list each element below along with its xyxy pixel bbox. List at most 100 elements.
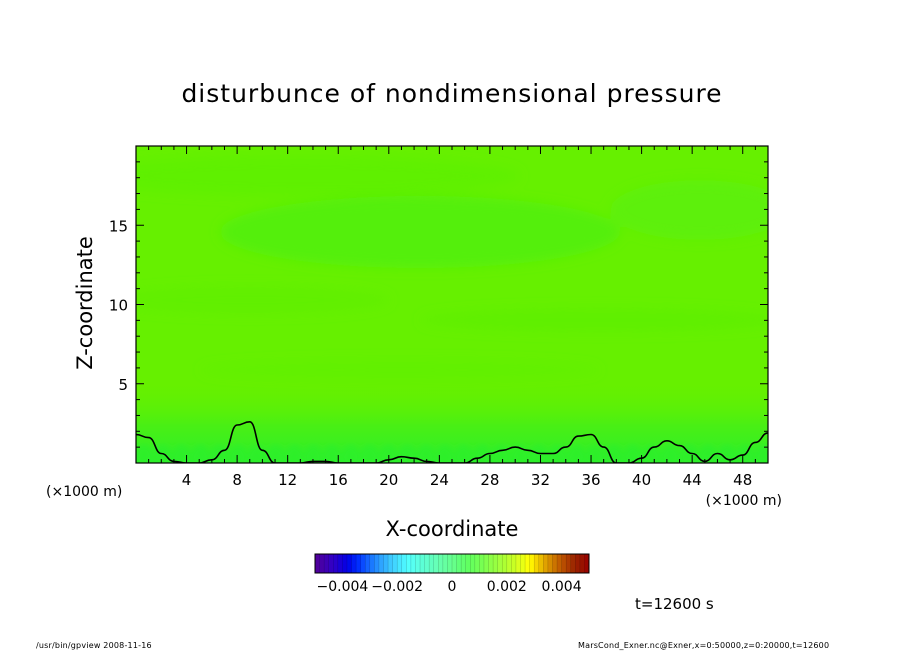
colorbar-tick-label: −0.002 — [371, 579, 423, 595]
colorbar-step — [547, 554, 553, 573]
surface-cell — [229, 445, 247, 463]
colorbar-step — [456, 554, 462, 573]
colorbar-step — [506, 554, 512, 573]
colorbar-step — [552, 554, 558, 573]
surface-cell — [586, 445, 605, 463]
surface-cell — [210, 445, 229, 463]
colorbar-step — [392, 554, 398, 573]
y-axis-label: Z-coordinate — [73, 236, 97, 370]
colorbar-step — [438, 554, 444, 573]
x-axis-unit: (×1000 m) — [706, 493, 782, 509]
y-axis: 5 10 15 — [109, 161, 768, 448]
x-tick-label: 4 — [182, 471, 192, 489]
colorbar-step — [315, 554, 320, 573]
colorbar-step — [543, 554, 549, 573]
colorbar-step — [470, 554, 476, 573]
surface-cell — [266, 445, 285, 463]
colorbar-step — [342, 554, 348, 573]
surface-cell — [623, 445, 642, 463]
colorbar-step — [406, 554, 412, 573]
colorbar-step — [465, 554, 471, 573]
colorbar-step — [557, 554, 562, 573]
colorbar-step — [479, 554, 485, 573]
x-tick-label: 8 — [232, 471, 242, 489]
x-tick-label: 36 — [581, 471, 600, 489]
surface-cell — [360, 445, 379, 463]
surface-cell — [661, 445, 680, 463]
colorbar-step — [488, 554, 494, 573]
colorbar-step — [502, 554, 508, 573]
colorbar-step — [493, 554, 499, 573]
surface-cell — [548, 445, 567, 463]
colorbar-step — [433, 554, 439, 573]
colorbar-step — [447, 554, 453, 573]
surface-cell — [567, 445, 586, 463]
colorbar-step — [401, 554, 407, 573]
colorbar-step — [328, 554, 334, 573]
surface-cell — [699, 445, 717, 463]
colorbar-step — [584, 554, 590, 573]
colorbar — [315, 554, 590, 573]
colorbar-step — [529, 554, 535, 573]
colorbar-step — [337, 554, 343, 573]
field-bands — [136, 156, 768, 380]
colorbar-step — [515, 554, 521, 573]
colorbar-step — [365, 554, 371, 573]
colorbar-step — [410, 554, 416, 573]
x-axis-label: X-coordinate — [386, 517, 519, 541]
x-tick-label: 16 — [329, 471, 348, 489]
surface-cell — [172, 445, 191, 463]
colorbar-step — [324, 554, 330, 573]
colorbar-tick-label: 0 — [448, 579, 457, 595]
surface-cell — [435, 445, 454, 463]
colorbar-step — [424, 554, 430, 573]
colorbar-step — [333, 554, 339, 573]
surface-cell — [191, 445, 210, 463]
colorbar-tick-label: 0.004 — [542, 579, 582, 595]
x-axis: 4 8 12 16 20 24 28 32 36 40 44 48 — [148, 146, 756, 489]
colorbar-step — [520, 554, 526, 573]
surface-cell — [417, 445, 435, 463]
colorbar-step — [579, 554, 585, 573]
chart-title: disturbunce of nondimensional pressure — [181, 79, 722, 108]
x-tick-label: 24 — [430, 471, 449, 489]
x-tick-label: 28 — [480, 471, 499, 489]
surface-cell — [285, 445, 304, 463]
footer-source: MarsCond_Exner.nc@Exner,x=0:50000,z=0:20… — [578, 641, 830, 650]
colorbar-tick-label: −0.004 — [316, 579, 368, 595]
colorbar-tick-label: 0.002 — [487, 579, 527, 595]
surface-cell — [454, 445, 473, 463]
x-tick-label: 40 — [632, 471, 651, 489]
x-tick-label: 44 — [683, 471, 702, 489]
x-tick-label: 48 — [733, 471, 752, 489]
y-axis-unit: (×1000 m) — [46, 484, 122, 500]
surface-cell — [605, 445, 623, 463]
surface-cell — [304, 445, 323, 463]
colorbar-frame — [314, 553, 590, 574]
time-label: t=12600 s — [635, 595, 714, 613]
colorbar-labels: −0.004 −0.002 0 0.002 0.004 — [316, 579, 581, 595]
colorbar-step — [420, 554, 425, 573]
footer-command: /usr/bin/gpview 2008-11-16 — [36, 641, 152, 650]
x-tick-label: 32 — [531, 471, 550, 489]
surface-cell — [736, 445, 755, 463]
colorbar-step — [461, 554, 467, 573]
colorbar-step — [351, 554, 357, 573]
surface-cell — [717, 445, 736, 463]
colorbar-step — [452, 554, 457, 573]
colorbar-step — [374, 554, 380, 573]
colorbar-step — [319, 554, 325, 573]
x-tick-label: 12 — [278, 471, 297, 489]
colorbar-step — [442, 554, 448, 573]
surface-cell — [529, 445, 548, 463]
colorbar-step — [566, 554, 572, 573]
zero-contour-line — [136, 420, 768, 463]
colorbar-step — [429, 554, 435, 573]
colorbar-step — [561, 554, 567, 573]
colorbar-step — [378, 554, 384, 573]
colorbar-step — [369, 554, 375, 573]
surface-cell — [247, 445, 266, 463]
colorbar-step — [570, 554, 576, 573]
colorbar-step — [356, 554, 362, 573]
